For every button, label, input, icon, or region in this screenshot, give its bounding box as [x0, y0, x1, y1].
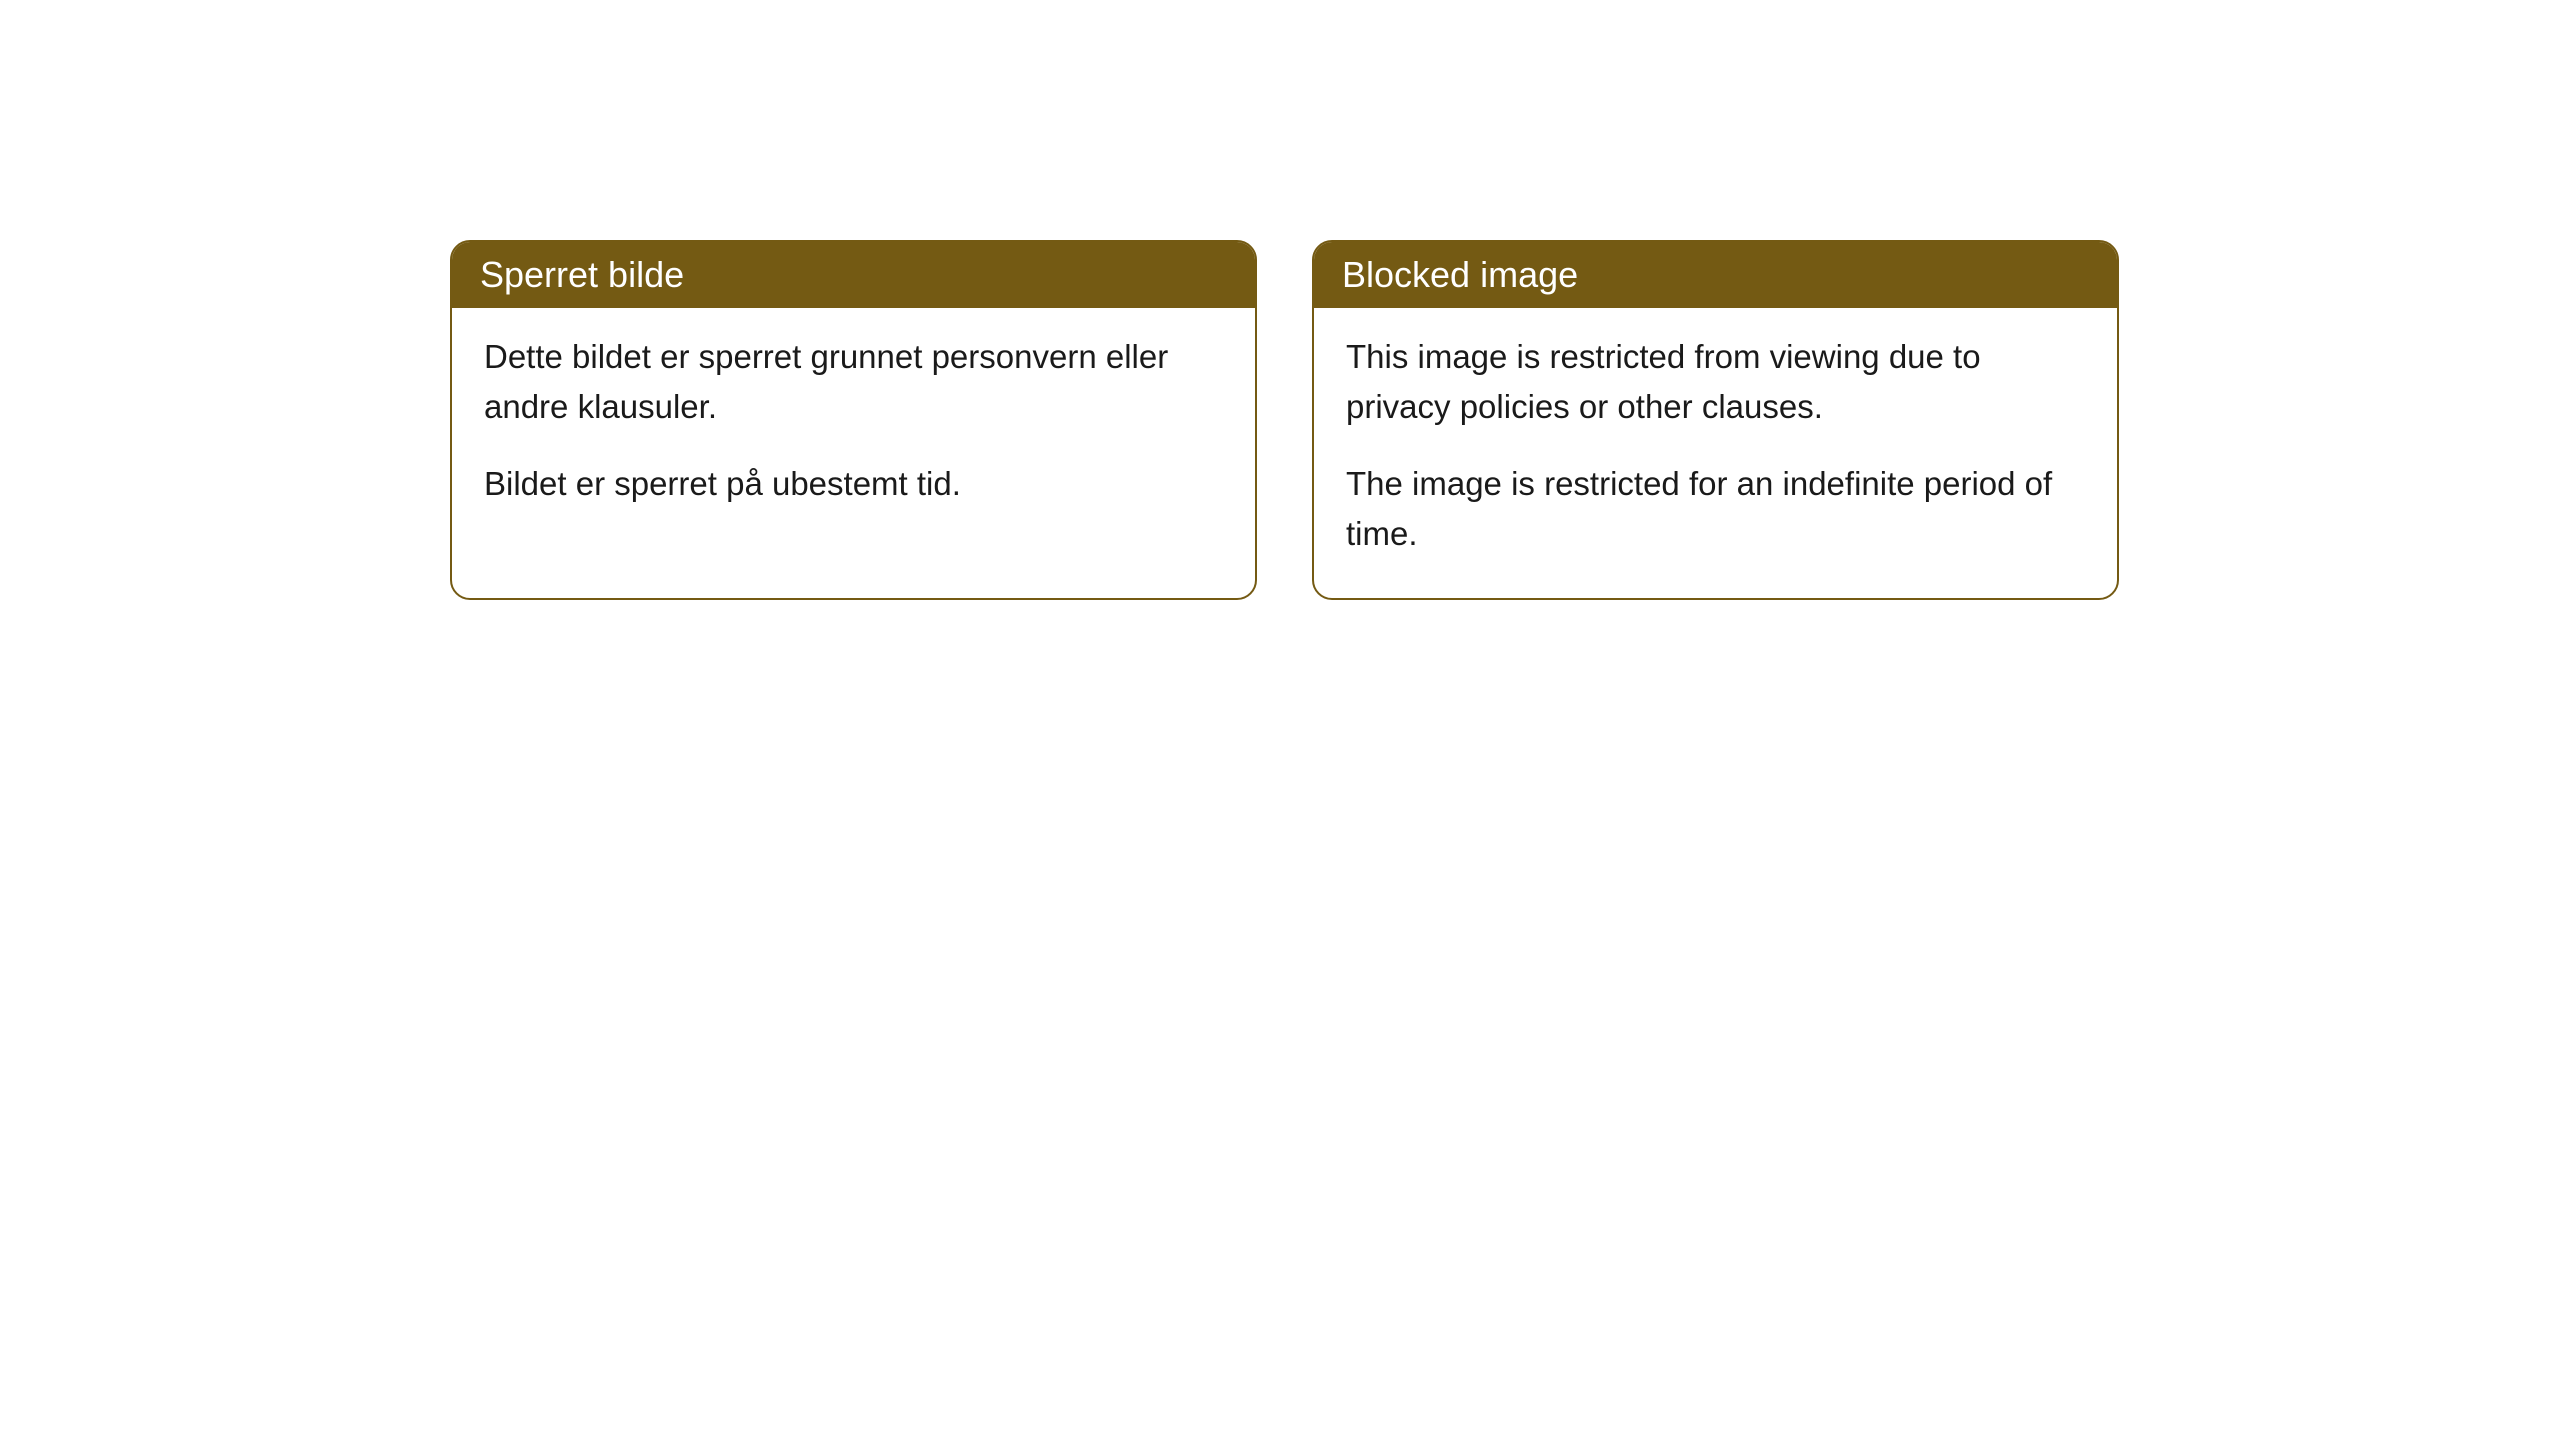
- notice-text: This image is restricted from viewing du…: [1346, 332, 2085, 431]
- card-header-norwegian: Sperret bilde: [452, 242, 1255, 308]
- notice-text: Bildet er sperret på ubestemt tid.: [484, 459, 1223, 509]
- notice-text: The image is restricted for an indefinit…: [1346, 459, 2085, 558]
- notice-text: Dette bildet er sperret grunnet personve…: [484, 332, 1223, 431]
- notice-container: Sperret bilde Dette bildet er sperret gr…: [450, 240, 2119, 600]
- notice-card-norwegian: Sperret bilde Dette bildet er sperret gr…: [450, 240, 1257, 600]
- card-body-norwegian: Dette bildet er sperret grunnet personve…: [452, 308, 1255, 549]
- card-header-english: Blocked image: [1314, 242, 2117, 308]
- card-body-english: This image is restricted from viewing du…: [1314, 308, 2117, 598]
- notice-card-english: Blocked image This image is restricted f…: [1312, 240, 2119, 600]
